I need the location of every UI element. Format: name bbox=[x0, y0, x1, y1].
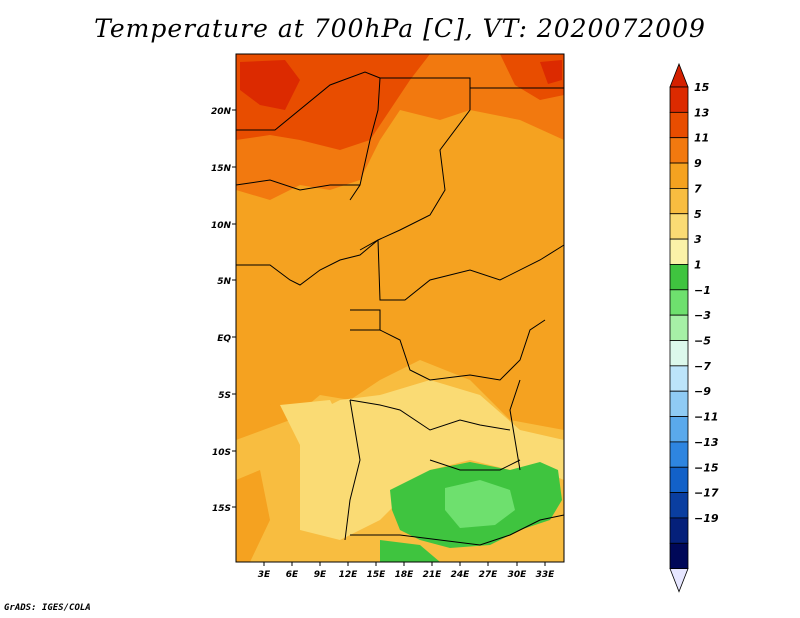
colorbar-swatch bbox=[669, 340, 689, 367]
colorbar-swatch bbox=[669, 390, 689, 417]
colorbar-label: −15 bbox=[694, 461, 719, 474]
lon-axis: 3E 6E 9E 12E 15E 18E 21E 24E 27E 30E 33E bbox=[258, 562, 555, 580]
colorbar-top-arrow bbox=[669, 62, 689, 88]
colorbar-swatch bbox=[669, 314, 689, 341]
colorbar-label: −11 bbox=[694, 411, 719, 424]
colorbar-label: −19 bbox=[694, 512, 719, 525]
colorbar-swatch bbox=[669, 137, 689, 164]
colorbar-label: −5 bbox=[694, 335, 711, 348]
lat-label: 10N bbox=[211, 221, 232, 231]
colorbar-swatch bbox=[669, 542, 689, 570]
colorbar-swatch bbox=[669, 213, 689, 240]
lat-label: EQ bbox=[217, 334, 231, 344]
colorbar-swatch bbox=[669, 416, 689, 443]
map-title: Temperature at 700hPa [C], VT: 202007200… bbox=[94, 14, 706, 43]
lat-label: 15S bbox=[212, 504, 231, 514]
colorbar-swatch bbox=[669, 441, 689, 468]
lon-label: 30E bbox=[508, 570, 528, 580]
lon-label: 3E bbox=[258, 570, 271, 580]
colorbar-swatch bbox=[669, 492, 689, 519]
colorbar-label: 1 bbox=[694, 258, 702, 271]
colorbar-swatch bbox=[669, 466, 689, 494]
colorbar: 15 13 11 9 7 5 3 1 −1 −3 −5 −7 −9 −11 −13 −15 −17 −19 bbox=[669, 62, 719, 593]
lon-label: 9E bbox=[314, 570, 327, 580]
colorbar-swatch bbox=[669, 187, 689, 215]
lat-label: 5N bbox=[217, 277, 231, 287]
colorbar-swatch bbox=[669, 111, 689, 139]
colorbar-swatch bbox=[669, 162, 689, 189]
colorbar-label: −9 bbox=[694, 385, 711, 398]
colorbar-label: 9 bbox=[694, 157, 702, 170]
colorbar-label: −13 bbox=[694, 436, 719, 449]
colorbar-label: 3 bbox=[694, 233, 702, 246]
lat-axis: 20N 15N 10N 5N EQ 5S 10S 15S bbox=[211, 107, 236, 514]
colorbar-swatch bbox=[669, 517, 689, 544]
lon-label: 27E bbox=[479, 570, 499, 580]
lon-label: 24E bbox=[451, 570, 471, 580]
colorbar-label: −1 bbox=[694, 284, 711, 297]
colorbar-label: 7 bbox=[694, 182, 702, 195]
colorbar-label: −7 bbox=[694, 360, 711, 373]
lat-label: 20N bbox=[211, 107, 232, 117]
lat-label: 5S bbox=[218, 391, 231, 401]
lat-label: 15N bbox=[211, 164, 232, 174]
lon-label: 18E bbox=[395, 570, 415, 580]
colorbar-bottom-arrow bbox=[669, 568, 689, 593]
colorbar-label: −17 bbox=[694, 487, 719, 500]
lon-label: 21E bbox=[423, 570, 443, 580]
map-frame bbox=[235, 53, 565, 563]
colorbar-label: 15 bbox=[694, 81, 710, 94]
temperature-field bbox=[236, 54, 564, 562]
colorbar-swatch bbox=[669, 86, 689, 113]
lon-label: 15E bbox=[367, 570, 387, 580]
colorbar-swatch bbox=[669, 264, 689, 291]
lon-label: 12E bbox=[339, 570, 359, 580]
lat-label: 10S bbox=[212, 448, 231, 458]
colorbar-label: −3 bbox=[694, 309, 711, 322]
colorbar-label: 13 bbox=[694, 106, 710, 119]
lon-label: 6E bbox=[286, 570, 299, 580]
colorbar-swatch bbox=[669, 365, 689, 392]
colorbar-label: 5 bbox=[694, 208, 702, 221]
colorbar-swatch bbox=[669, 289, 689, 316]
lon-label: 33E bbox=[536, 570, 556, 580]
country-borders bbox=[235, 71, 565, 546]
colorbar-swatch bbox=[669, 238, 689, 265]
colorbar-label: 11 bbox=[694, 132, 709, 145]
grads-credit: GrADS: IGES/COLA bbox=[4, 603, 91, 613]
